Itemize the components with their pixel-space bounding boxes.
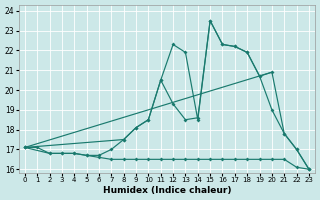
X-axis label: Humidex (Indice chaleur): Humidex (Indice chaleur) (103, 186, 231, 195)
